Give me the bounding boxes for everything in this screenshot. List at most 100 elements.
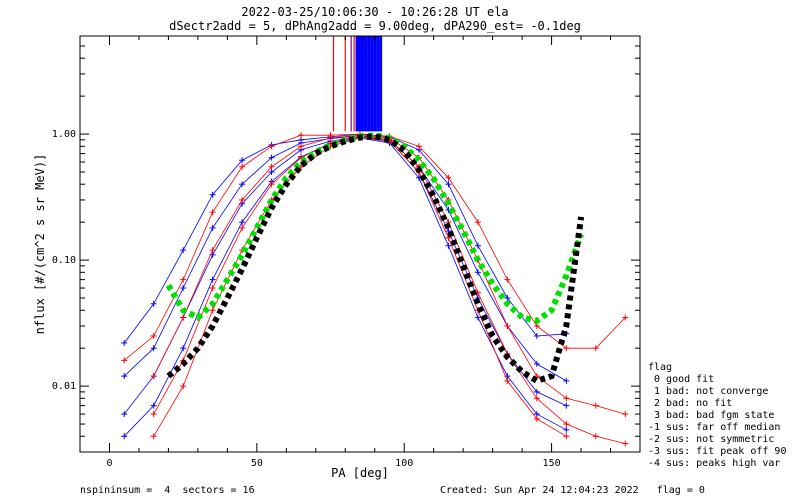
flux-series-line — [153, 134, 626, 415]
data-point-cross — [445, 174, 452, 181]
legend-entry: -1 sus: far off median — [648, 422, 780, 433]
legend-entry: 1 bad: not converge — [648, 386, 768, 397]
data-point-cross — [239, 196, 246, 203]
data-point-cross — [592, 402, 599, 409]
data-point-cross — [445, 242, 452, 249]
data-point-cross — [150, 373, 157, 380]
x-tick-label: 0 — [106, 458, 112, 469]
data-point-cross — [533, 322, 540, 329]
data-point-cross — [180, 285, 187, 292]
data-point-cross — [239, 163, 246, 170]
data-point-cross — [239, 181, 246, 188]
flux-series-line — [153, 137, 567, 437]
data-point-cross — [504, 276, 511, 283]
data-point-cross — [180, 314, 187, 321]
plot-frame — [79, 35, 641, 453]
chart-subtitle: dSectr2add = 5, dPhAng2add = 9.00deg, dP… — [169, 19, 581, 33]
data-point-cross — [268, 181, 275, 188]
data-point-cross — [209, 285, 216, 292]
data-point-cross — [533, 360, 540, 367]
data-point-cross — [592, 433, 599, 440]
data-point-cross — [415, 143, 422, 150]
y-axis-label: nflux [#/(cm^2 s sr MeV)] — [33, 154, 47, 335]
y-tick-label: 1.00 — [52, 129, 76, 140]
legend-entry: -2 sus: not symmetric — [648, 434, 774, 445]
footer-spin-info: nspininsum = 4 sectors = 16 — [80, 485, 255, 496]
data-point-cross — [268, 168, 275, 175]
data-point-cross — [563, 377, 570, 384]
data-point-cross — [239, 157, 246, 164]
data-point-cross — [533, 332, 540, 339]
data-point-cross — [150, 332, 157, 339]
legend-entry: 2 bad: no fit — [648, 398, 732, 409]
data-point-cross — [180, 383, 187, 390]
data-point-cross — [121, 339, 128, 346]
flux-series-line — [123, 135, 567, 382]
y-tick-label: 0.10 — [52, 255, 76, 266]
data-point-cross — [533, 395, 540, 402]
data-point-cross — [592, 345, 599, 352]
data-point-cross — [563, 395, 570, 402]
data-point-cross — [239, 219, 246, 226]
data-point-cross — [150, 345, 157, 352]
data-point-cross — [563, 402, 570, 409]
flux-series-line — [123, 137, 567, 437]
flux-series-line — [123, 133, 567, 344]
data-point-cross — [121, 357, 128, 364]
data-point-cross — [533, 388, 540, 395]
data-point-cross — [445, 181, 452, 188]
data-point-cross — [474, 269, 481, 276]
data-point-cross — [563, 433, 570, 440]
x-axis-label: PA [deg] — [331, 466, 389, 480]
data-point-cross — [150, 402, 157, 409]
data-point-cross — [474, 242, 481, 249]
data-point-cross — [474, 314, 481, 321]
data-point-cross — [209, 224, 216, 231]
data-point-cross — [268, 163, 275, 170]
data-point-cross — [180, 345, 187, 352]
data-point-cross — [150, 433, 157, 440]
legend-entry: -4 sus: peaks high var — [648, 458, 780, 469]
legend-entry: 3 bad: bad fgm state — [648, 410, 774, 421]
data-point-cross — [563, 426, 570, 433]
data-point-cross — [121, 411, 128, 418]
data-point-cross — [563, 421, 570, 428]
data-point-cross — [209, 191, 216, 198]
data-point-cross — [622, 314, 629, 321]
data-point-cross — [239, 224, 246, 231]
data-point-cross — [150, 411, 157, 418]
legend-entry: -3 sus: fit peak off 90 — [648, 446, 786, 457]
data-point-cross — [622, 440, 629, 447]
data-point-cross — [180, 276, 187, 283]
data-point-cross — [121, 433, 128, 440]
footer-created: Created: Sun Apr 24 12:04:23 2022 flag =… — [440, 485, 705, 496]
legend-entry: 0 good fit — [648, 374, 714, 385]
y-tick-label: 0.01 — [52, 381, 76, 392]
data-point-cross — [268, 154, 275, 161]
data-point-cross — [622, 411, 629, 418]
data-point-cross — [504, 377, 511, 384]
x-tick-label: 50 — [251, 458, 263, 469]
chart-title: 2022-03-25/10:06:30 - 10:26:28 UT ela — [241, 5, 508, 19]
data-point-cross — [563, 345, 570, 352]
data-point-cross — [209, 247, 216, 254]
data-point-cross — [533, 415, 540, 422]
data-point-cross — [209, 209, 216, 216]
data-point-cross — [298, 132, 305, 139]
data-point-cross — [504, 295, 511, 302]
x-tick-label: 150 — [543, 458, 561, 469]
legend-title: flag — [648, 362, 672, 373]
flux-series-line — [123, 133, 626, 361]
data-point-cross — [504, 322, 511, 329]
x-tick-label: 100 — [395, 458, 413, 469]
flag-legend: flag 0 good fit 1 bad: not converge 2 ba… — [648, 362, 786, 469]
flux-series-line — [153, 136, 626, 444]
data-point-cross — [298, 143, 305, 150]
data-point-cross — [474, 219, 481, 226]
data-point-cross — [209, 276, 216, 283]
plot-area: 0 50 100 150 0.01 0.10 1.00 — [52, 35, 641, 469]
fit-curve — [166, 133, 585, 385]
flux-series-line — [123, 136, 567, 415]
data-point-cross — [121, 373, 128, 380]
